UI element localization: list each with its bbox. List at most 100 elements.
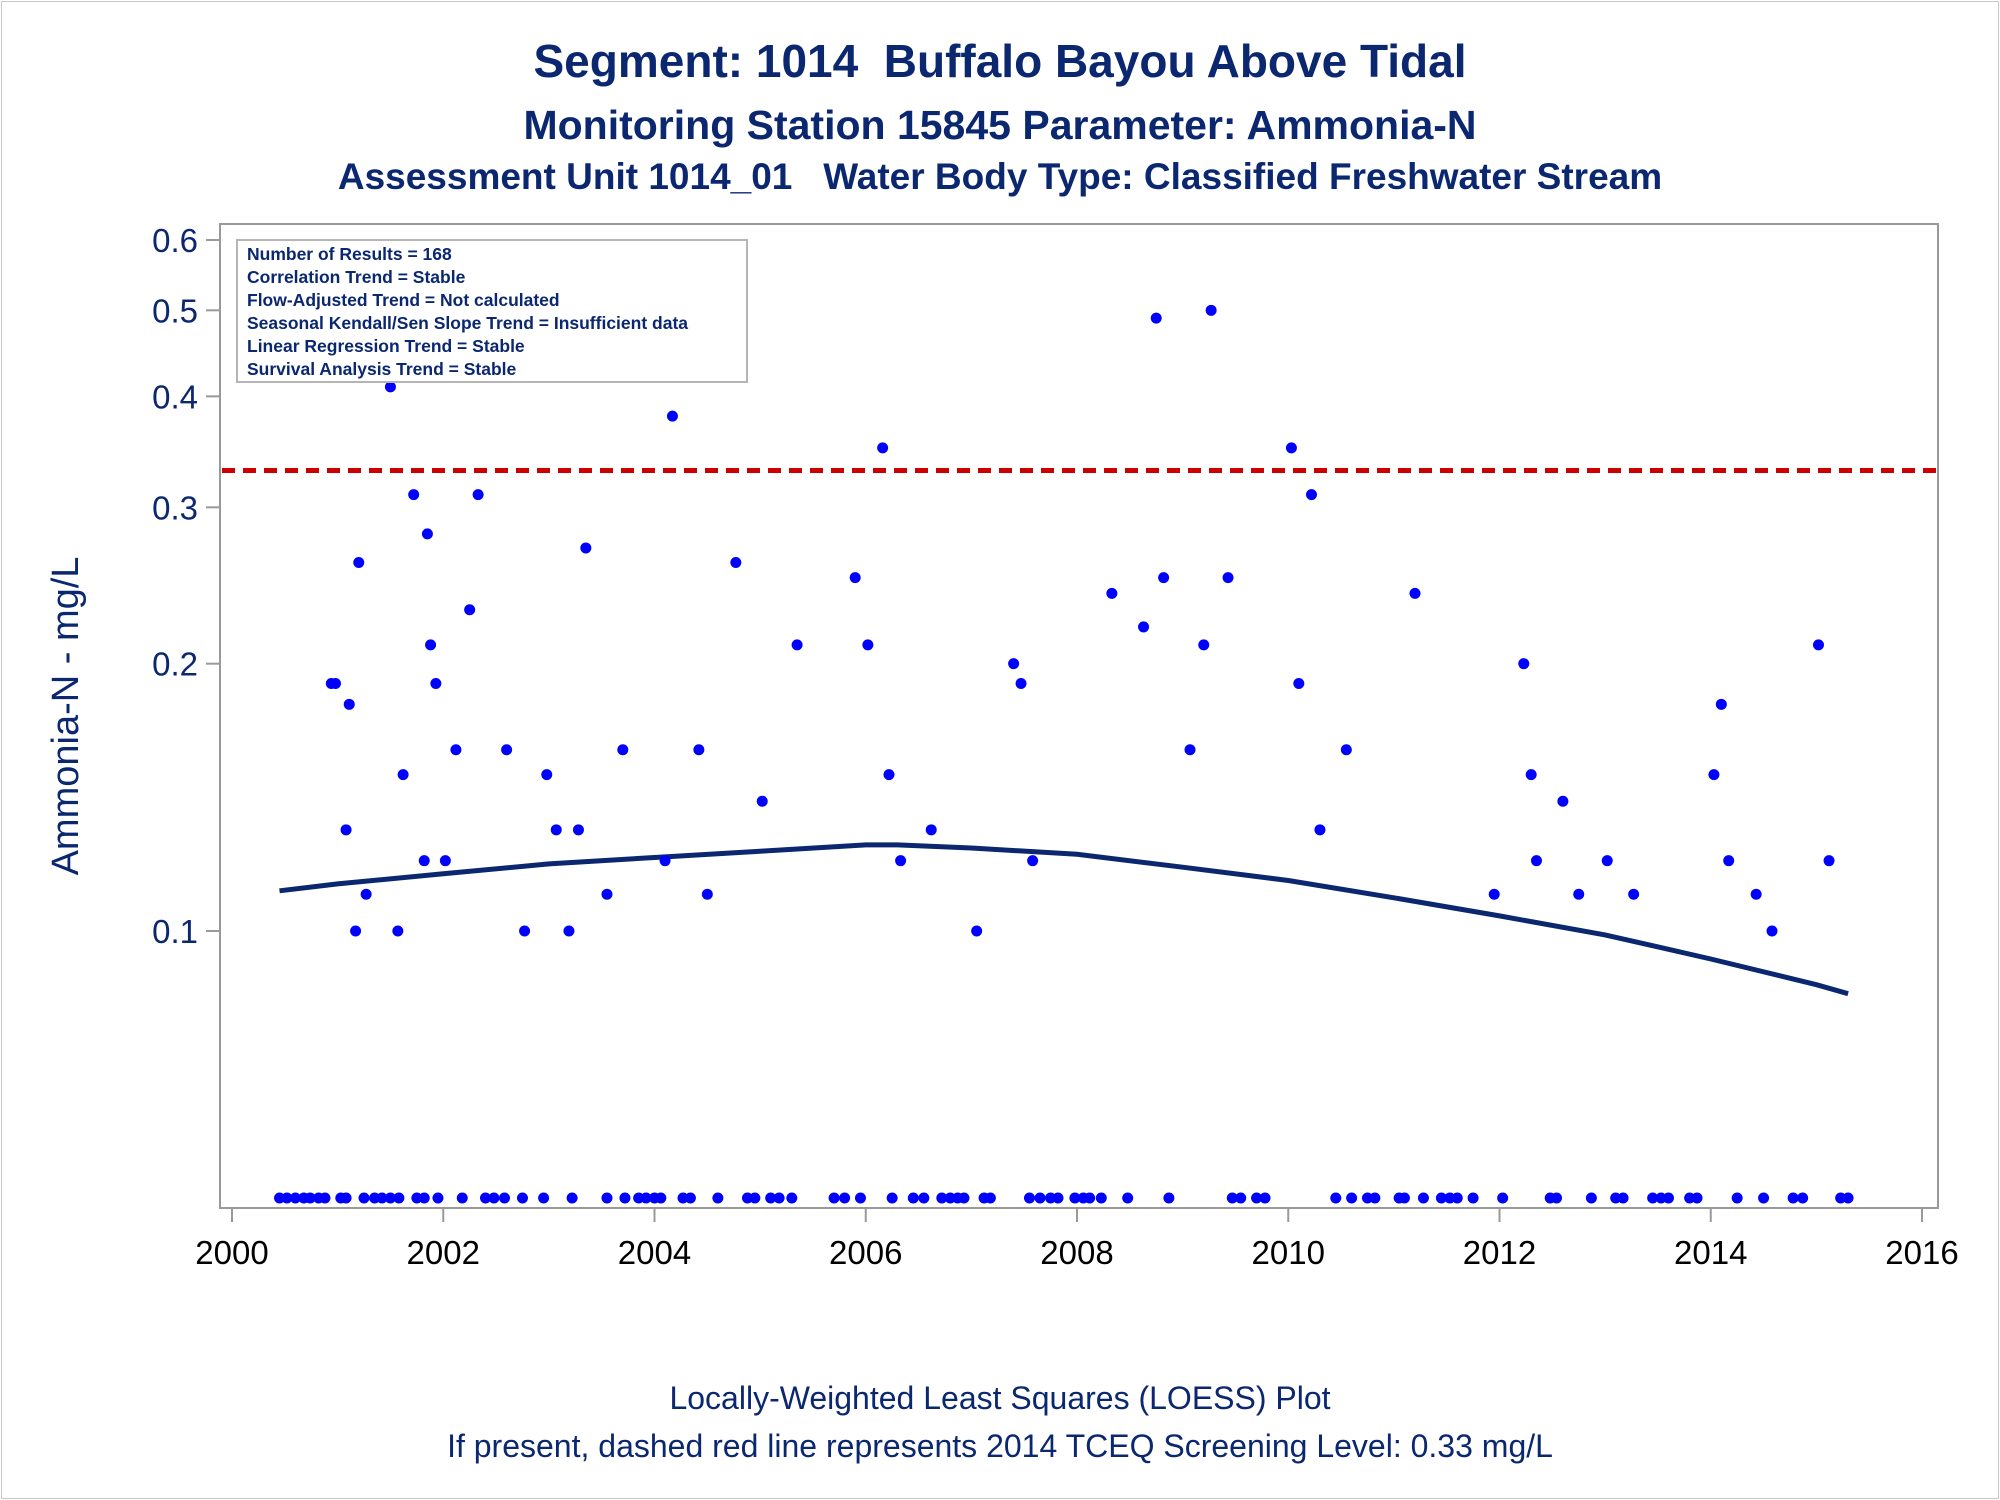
data-point <box>1008 658 1020 670</box>
data-point <box>1222 572 1234 584</box>
data-point-detection-limit <box>1647 1192 1659 1204</box>
data-point <box>701 888 713 900</box>
x-tick-label: 2006 <box>829 1234 902 1271</box>
data-point <box>659 855 671 867</box>
data-point-detection-limit <box>1122 1192 1134 1204</box>
data-point-detection-limit <box>1663 1192 1674 1204</box>
data-point <box>1708 769 1720 781</box>
data-point <box>1409 587 1421 599</box>
data-point-detection-limit <box>393 1192 405 1204</box>
data-point <box>1488 888 1500 900</box>
data-point <box>572 824 584 836</box>
chart-subtitle-assessment: Assessment Unit 1014_01 Water Body Type:… <box>337 156 1663 197</box>
data-point <box>384 381 396 393</box>
x-tick-label: 2000 <box>195 1234 268 1271</box>
data-point <box>340 824 352 836</box>
data-point <box>895 855 907 867</box>
data-point <box>877 442 889 454</box>
data-point-detection-limit <box>1226 1192 1238 1204</box>
stats-line: Flow-Adjusted Trend = Not calculated <box>247 290 560 310</box>
stats-line: Number of Results = 168 <box>247 244 452 264</box>
data-point <box>430 677 442 689</box>
stats-line: Survival Analysis Trend = Stable <box>247 359 517 379</box>
data-point-detection-limit <box>480 1192 491 1204</box>
data-point <box>418 855 430 867</box>
data-point <box>1314 824 1326 836</box>
data-point-detection-limit <box>907 1192 919 1204</box>
data-point-detection-limit <box>456 1192 468 1204</box>
y-tick-label: 0.2 <box>152 646 198 683</box>
data-point-detection-limit <box>601 1192 613 1204</box>
data-point-detection-limit <box>289 1192 301 1204</box>
data-point-detection-limit <box>499 1192 511 1204</box>
data-point <box>1715 698 1727 710</box>
data-point <box>1530 855 1542 867</box>
data-point-detection-limit <box>1398 1192 1410 1204</box>
y-tick-label: 0.4 <box>152 378 198 415</box>
x-tick-label: 2002 <box>407 1234 480 1271</box>
data-point <box>1723 855 1735 867</box>
data-point-detection-limit <box>1163 1192 1175 1204</box>
data-point <box>392 925 404 937</box>
data-point <box>849 572 861 584</box>
data-point <box>1812 639 1824 651</box>
data-point <box>1138 621 1150 633</box>
x-tick-label: 2004 <box>618 1234 691 1271</box>
data-point <box>501 744 513 756</box>
data-point-detection-limit <box>418 1192 430 1204</box>
data-point-detection-limit <box>516 1192 528 1204</box>
chart-title: Segment: 1014 Buffalo Bayou Above Tidal <box>533 35 1467 87</box>
data-point <box>464 604 476 616</box>
data-point <box>1766 925 1778 937</box>
data-point <box>563 925 575 937</box>
data-point <box>971 925 983 937</box>
data-point-detection-limit <box>854 1192 866 1204</box>
data-point-detection-limit <box>886 1192 898 1204</box>
data-point-detection-limit <box>1758 1192 1770 1204</box>
data-point-detection-limit <box>1497 1192 1509 1204</box>
data-point <box>397 769 409 781</box>
data-point-detection-limit <box>319 1192 331 1204</box>
data-point-detection-limit <box>1095 1192 1107 1204</box>
data-point-detection-limit <box>566 1192 578 1204</box>
data-point <box>550 824 562 836</box>
data-point <box>450 744 462 756</box>
data-point-detection-limit <box>1451 1192 1463 1204</box>
data-point <box>883 769 895 781</box>
data-point <box>862 639 874 651</box>
data-point-detection-limit <box>712 1192 724 1204</box>
data-point <box>1557 795 1569 807</box>
data-point-detection-limit <box>1330 1192 1342 1204</box>
data-point-detection-limit <box>1069 1192 1081 1204</box>
data-point-detection-limit <box>1842 1192 1854 1204</box>
data-point <box>580 542 592 554</box>
plot-area-border <box>219 223 1939 1209</box>
data-point <box>1601 855 1613 867</box>
data-point-detection-limit <box>304 1192 316 1204</box>
data-point-detection-limit <box>1797 1192 1809 1204</box>
data-point <box>1305 489 1317 501</box>
data-point <box>693 744 705 756</box>
data-point-detection-limit <box>1787 1192 1799 1204</box>
y-tick-label: 0.1 <box>152 913 198 950</box>
y-tick-label: 0.6 <box>152 222 198 259</box>
data-point <box>1518 658 1530 670</box>
data-point <box>408 489 420 501</box>
data-point-detection-limit <box>1617 1192 1629 1204</box>
data-point-detection-limit <box>376 1192 388 1204</box>
data-point <box>1750 888 1762 900</box>
data-point-detection-limit <box>640 1192 652 1204</box>
stats-line: Correlation Trend = Stable <box>247 267 466 287</box>
data-point-detection-limit <box>1034 1192 1046 1204</box>
data-point-detection-limit <box>1235 1192 1247 1204</box>
data-point-detection-limit <box>281 1192 293 1204</box>
chart-subtitle-station: Monitoring Station 15845 Parameter: Ammo… <box>523 102 1477 148</box>
data-point <box>925 824 937 836</box>
data-point-detection-limit <box>918 1192 930 1204</box>
data-point <box>425 639 437 651</box>
data-point <box>1823 855 1835 867</box>
data-point-detection-limit <box>358 1192 370 1204</box>
data-point-detection-limit <box>1251 1192 1263 1204</box>
data-point-detection-limit <box>1052 1192 1064 1204</box>
